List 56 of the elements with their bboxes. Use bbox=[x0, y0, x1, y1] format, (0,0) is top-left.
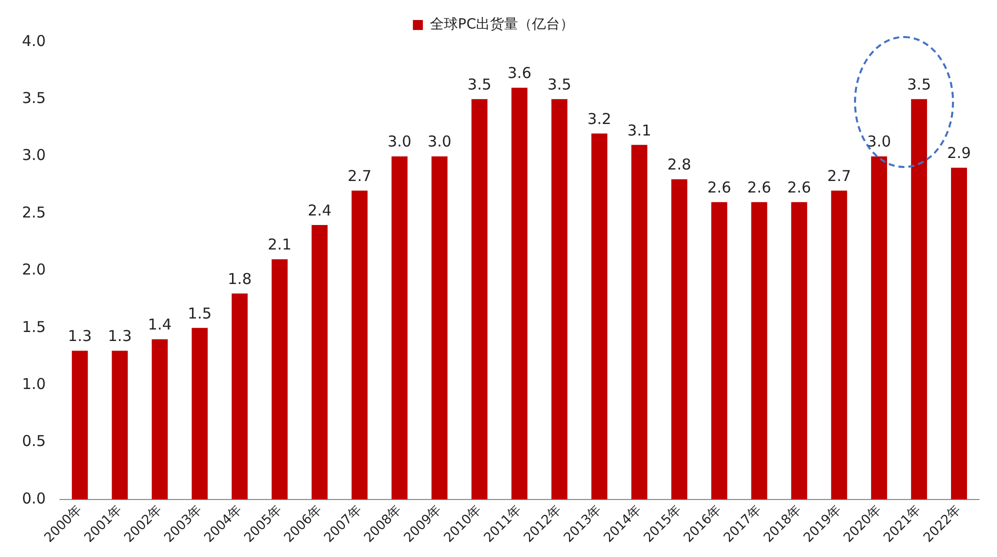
data-label: 1.8 bbox=[228, 270, 252, 288]
y-tick-label: 2.5 bbox=[22, 203, 46, 222]
data-label: 3.6 bbox=[508, 64, 532, 82]
data-label: 2.9 bbox=[947, 144, 971, 162]
y-tick-label: 1.5 bbox=[22, 318, 46, 336]
bar bbox=[511, 88, 528, 500]
data-label: 2.6 bbox=[747, 178, 772, 196]
bar bbox=[312, 224, 328, 500]
data-label: 3.5 bbox=[547, 76, 572, 94]
bar bbox=[471, 99, 488, 500]
bar bbox=[831, 190, 848, 500]
bar bbox=[671, 179, 688, 500]
bar bbox=[951, 168, 968, 500]
bar bbox=[232, 294, 248, 500]
legend-label: 全球PC出货量（亿台） bbox=[430, 16, 574, 33]
y-tick-label: 0.5 bbox=[22, 432, 46, 450]
data-label: 1.3 bbox=[68, 327, 92, 346]
bar bbox=[911, 99, 928, 500]
data-label: 2.6 bbox=[787, 178, 812, 196]
bar bbox=[751, 202, 768, 500]
bar bbox=[352, 190, 368, 500]
data-label: 3.5 bbox=[468, 76, 492, 94]
data-label: 1.3 bbox=[108, 327, 132, 346]
bar bbox=[272, 259, 288, 500]
data-label: 3.1 bbox=[627, 121, 652, 140]
data-label: 3.5 bbox=[907, 76, 931, 94]
data-label: 1.4 bbox=[148, 316, 172, 334]
data-label: 2.6 bbox=[707, 178, 732, 196]
y-tick-label: 3.0 bbox=[22, 146, 46, 164]
bar bbox=[112, 350, 128, 500]
bar bbox=[791, 202, 808, 500]
bar bbox=[72, 350, 88, 500]
bar bbox=[591, 133, 608, 500]
y-tick-label: 1.0 bbox=[22, 374, 46, 393]
data-label: 2.7 bbox=[827, 167, 852, 186]
bar bbox=[711, 202, 728, 500]
data-label: 3.2 bbox=[587, 110, 612, 128]
data-label: 2.8 bbox=[667, 156, 692, 174]
y-tick-label: 0.0 bbox=[22, 489, 46, 508]
y-tick-label: 4.0 bbox=[22, 32, 46, 50]
y-tick-label: 2.0 bbox=[22, 260, 46, 279]
data-label: 2.1 bbox=[268, 236, 292, 254]
data-label: 3.0 bbox=[428, 132, 452, 151]
data-label: 2.7 bbox=[348, 167, 372, 186]
bar bbox=[432, 156, 448, 500]
data-label: 2.4 bbox=[308, 201, 332, 220]
data-label: 1.5 bbox=[188, 304, 212, 322]
bar bbox=[392, 156, 408, 500]
bar bbox=[631, 144, 648, 500]
data-label: 3.0 bbox=[867, 132, 892, 151]
bar bbox=[871, 156, 888, 500]
bar bbox=[551, 99, 568, 500]
y-tick-label: 3.5 bbox=[22, 89, 46, 108]
data-label: 3.0 bbox=[388, 132, 412, 151]
bar bbox=[192, 328, 208, 500]
bar bbox=[152, 339, 168, 500]
